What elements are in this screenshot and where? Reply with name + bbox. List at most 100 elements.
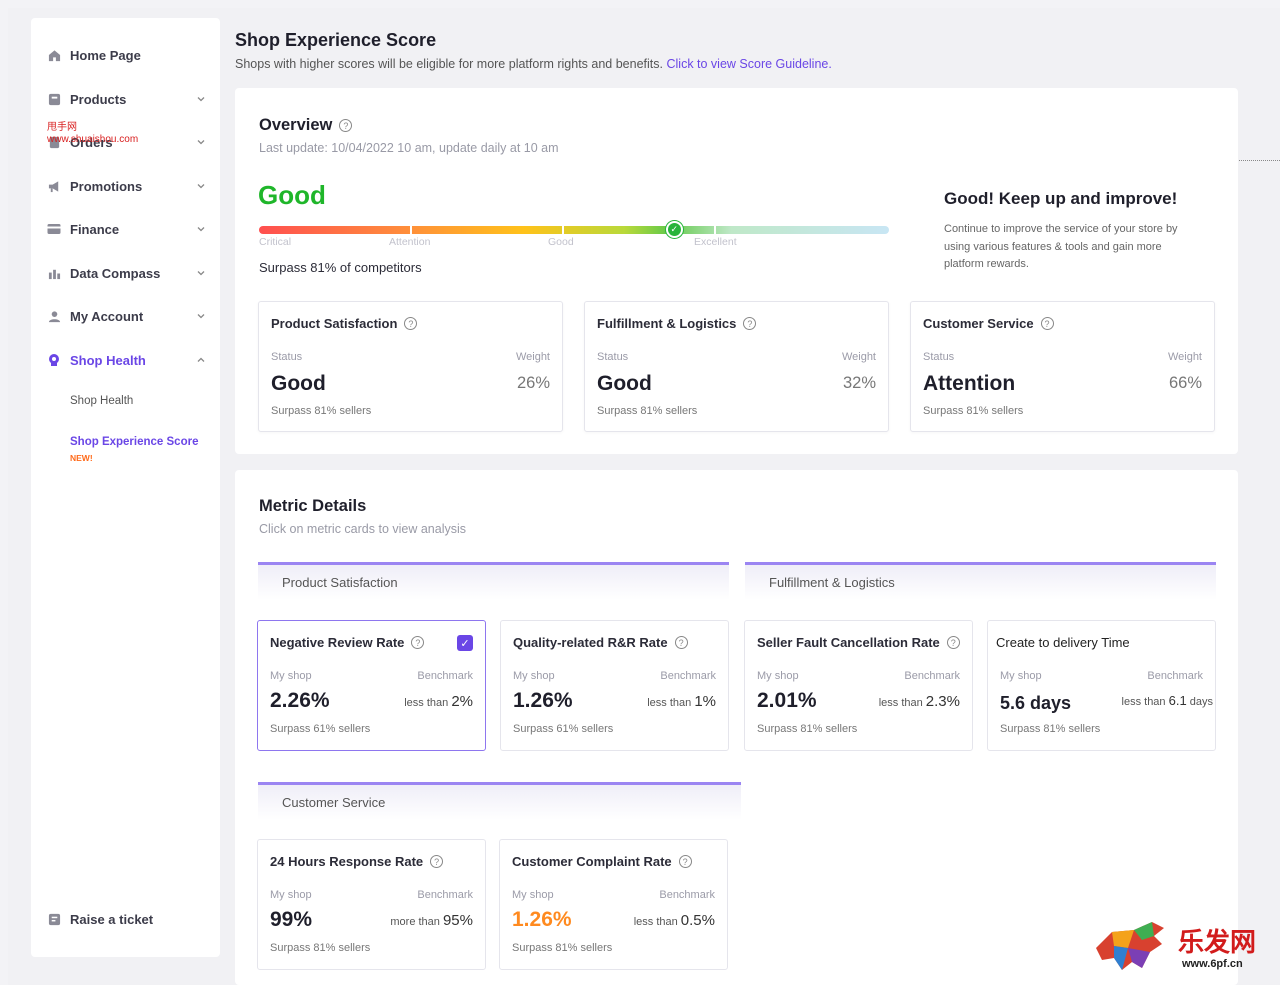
score-marker-icon: ✓ [665, 221, 683, 238]
metric-title-text: Seller Fault Cancellation Rate [757, 635, 940, 650]
category-surpass: Surpass 81% sellers [271, 405, 372, 417]
benchmark-label: Benchmark [417, 670, 473, 682]
category-card-product-satisfaction[interactable]: Product Satisfaction? Status Weight Good… [258, 301, 563, 432]
sidebar-item-label: Data Compass [70, 265, 161, 281]
benchmark-number: 0.5% [680, 912, 715, 929]
category-surpass: Surpass 81% sellers [923, 405, 1024, 417]
sidebar-subitem-shop-experience-score[interactable]: Shop Experience Score [70, 436, 199, 448]
home-icon [47, 48, 61, 62]
metric-card-quality-rr-rate[interactable]: Quality-related R&R Rate? My shop Benchm… [500, 620, 729, 751]
metric-card-seller-fault-cancellation[interactable]: Seller Fault Cancellation Rate? My shop … [744, 620, 973, 751]
sidebar-item-label: Products [70, 91, 127, 107]
category-status: Attention [923, 372, 1016, 395]
benchmark-value: more than 95% [390, 912, 473, 929]
metric-title: Negative Review Rate? [270, 635, 425, 650]
score-bar [259, 226, 889, 234]
overview-card: Overview ? Last update: 10/04/2022 10 am… [235, 88, 1238, 454]
weight-label: Weight [841, 351, 876, 363]
orders-icon [47, 135, 61, 149]
scale-label: Good [548, 236, 574, 248]
category-title-text: Customer Service [923, 316, 1034, 331]
category-title: Customer Service? [923, 316, 1054, 331]
checkbox-checked-icon[interactable]: ✓ [457, 635, 473, 651]
benchmark-prefix: less than [633, 916, 678, 928]
tip-text: Continue to improve the service of your … [944, 223, 1178, 270]
metric-card-24h-response-rate[interactable]: 24 Hours Response Rate? My shop Benchmar… [257, 839, 486, 970]
benchmark-label: Benchmark [659, 889, 715, 901]
card-icon [47, 222, 61, 236]
metric-card-create-to-delivery[interactable]: Create to delivery Time My shop Benchmar… [987, 620, 1216, 751]
benchmark-prefix: less than [1121, 696, 1166, 708]
bar-separator [562, 226, 564, 234]
tip-title: Good! Keep up and improve! [944, 189, 1178, 208]
metric-surpass: Surpass 61% sellers [270, 723, 371, 735]
sidebar-item-my-account[interactable]: My Account [47, 304, 206, 328]
category-surpass: Surpass 81% sellers [597, 405, 698, 417]
category-card-fulfillment[interactable]: Fulfillment & Logistics? Status Weight G… [584, 301, 889, 432]
raise-ticket-link[interactable]: Raise a ticket [47, 907, 206, 931]
benchmark-prefix: less than [878, 697, 923, 709]
category-weight: 26% [516, 374, 550, 392]
help-icon[interactable]: ? [411, 636, 425, 649]
category-card-customer-service[interactable]: Customer Service? Status Weight Attentio… [910, 301, 1215, 432]
benchmark-value: less than 2% [404, 693, 473, 710]
watermark-line: www.shuaishou.com [47, 134, 139, 145]
scale-label: Excellent [694, 236, 737, 248]
category-weight: 66% [1168, 374, 1202, 392]
metric-card-customer-complaint-rate[interactable]: Customer Complaint Rate? My shop Benchma… [499, 839, 728, 970]
benchmark-number: 1% [694, 693, 716, 710]
sidebar-item-promotions[interactable]: Promotions [47, 174, 206, 198]
metric-surpass: Surpass 81% sellers [1000, 723, 1101, 735]
metric-title: Quality-related R&R Rate? [513, 635, 688, 650]
my-shop-label: My shop [1000, 670, 1042, 682]
user-icon [47, 309, 61, 323]
metric-title-text: Quality-related R&R Rate [513, 635, 668, 650]
benchmark-number: 95% [442, 912, 473, 929]
score-guideline-link[interactable]: Click to view Score Guideline. [666, 57, 832, 71]
sidebar-item-shop-health[interactable]: Shop Health [47, 348, 206, 372]
help-icon[interactable]: ? [674, 636, 688, 649]
benchmark-prefix: less than [404, 697, 449, 709]
chart-icon [47, 266, 61, 280]
category-title: Fulfillment & Logistics? [597, 316, 757, 331]
help-icon[interactable]: ? [339, 119, 353, 132]
metric-value: 1.26% [513, 689, 573, 712]
watermark-text: 甩手网 www.shuaishou.com [47, 122, 138, 146]
my-shop-label: My shop [270, 670, 312, 682]
scale-label: Attention [389, 236, 431, 248]
overview-title-text: Overview [259, 116, 333, 134]
metric-value: 2.26% [270, 689, 330, 712]
watermark-line: 甩手网 [47, 122, 77, 133]
help-icon[interactable]: ? [404, 317, 418, 330]
chevron-down-icon [196, 94, 206, 104]
page-subtitle: Shops with higher scores will be eligibl… [235, 57, 832, 71]
metric-card-negative-review-rate[interactable]: Negative Review Rate? ✓ My shop Benchmar… [257, 620, 486, 751]
metric-value: 1.26% [512, 908, 572, 931]
overall-rating: Good [258, 180, 326, 210]
metric-details-card: Metric Details Click on metric cards to … [235, 470, 1238, 985]
benchmark-prefix: more than [390, 916, 440, 928]
metric-title: Create to delivery Time [996, 635, 1130, 650]
help-icon[interactable]: ? [743, 317, 757, 330]
sidebar-item-home[interactable]: Home Page [47, 43, 206, 67]
my-shop-label: My shop [513, 670, 555, 682]
benchmark-number: 2.3% [925, 693, 960, 710]
my-shop-label: My shop [270, 889, 312, 901]
help-icon[interactable]: ? [946, 636, 960, 649]
section-header-customer-service: Customer Service [258, 782, 741, 820]
category-title-text: Fulfillment & Logistics [597, 316, 737, 331]
sidebar-item-products[interactable]: Products [47, 87, 206, 111]
scale-label: Critical [259, 236, 292, 248]
new-badge: NEW! [70, 453, 93, 463]
benchmark-value: less than 1% [647, 693, 716, 710]
sidebar: Home Page Products Orders Promotions Fin… [31, 18, 220, 957]
sidebar-item-label: My Account [70, 308, 144, 324]
sidebar-item-data-compass[interactable]: Data Compass [47, 261, 206, 285]
sidebar-subitem-shop-health[interactable]: Shop Health [70, 395, 134, 407]
sidebar-item-orders[interactable]: Orders [47, 130, 206, 154]
metric-title-text: Negative Review Rate [270, 635, 405, 650]
help-icon[interactable]: ? [1040, 317, 1054, 330]
sidebar-item-finance[interactable]: Finance [47, 217, 206, 241]
help-icon[interactable]: ? [430, 855, 444, 868]
help-icon[interactable]: ? [678, 855, 692, 868]
